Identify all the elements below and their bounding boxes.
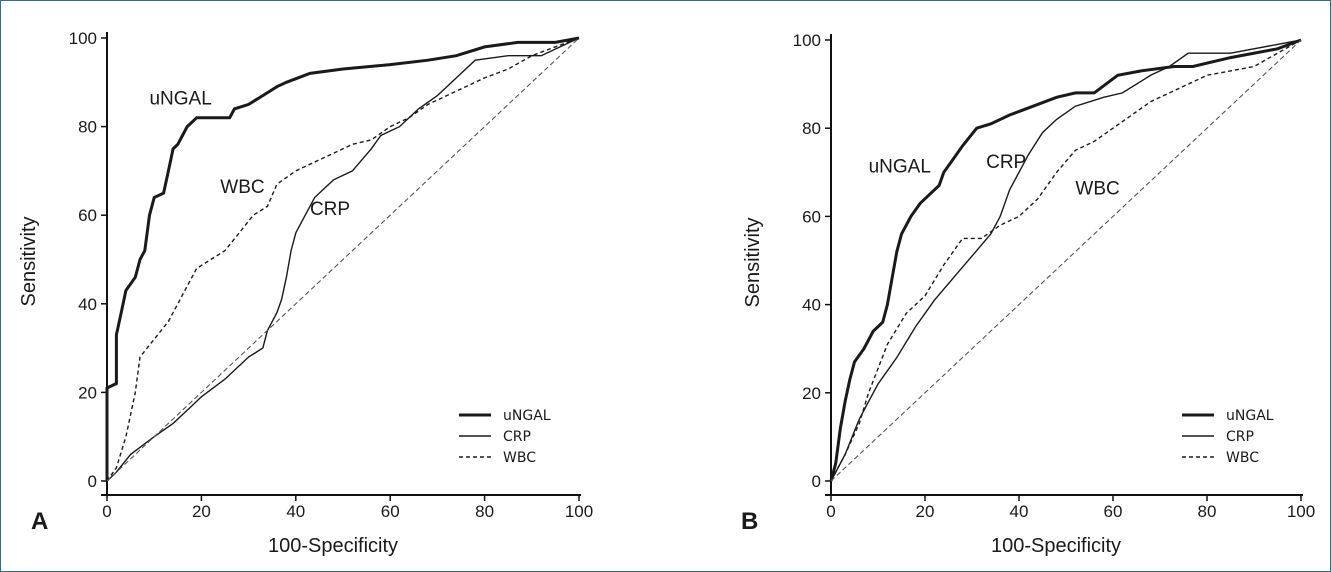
legend-label-crp: CRP [503,429,531,445]
series-line-ungal [829,38,1302,482]
y-tick-label: 20 [802,384,821,403]
y-axis-label: Sensitivity [742,217,764,307]
x-tick-label: 100 [1287,502,1315,521]
x-tick-label: 40 [286,502,305,521]
panel-letter: A [31,508,48,535]
legend-label-ungal: uNGAL [1226,408,1274,424]
series-line-ungal [105,36,580,481]
chart-panel-b: 0 20 40 60 80 100 0 20 40 60 80 100 100-Specificity S… [741,31,1315,557]
legend: uNGAL CRP WBC [459,408,551,466]
x-tick-label: 60 [381,502,400,521]
series-line-wbc [830,39,1302,482]
legend: uNGAL CRP WBC [1182,408,1274,466]
x-tick-label: 20 [916,502,935,521]
y-tick-label: 100 [793,31,821,50]
x-axis-label: 100-Specificity [268,535,398,557]
chart-panel-a: 0 20 40 60 80 100 0 20 40 60 80 100 100-Specificity S… [18,29,593,557]
y-tick-label: 60 [802,207,821,226]
y-tick-label: 100 [69,29,97,48]
series-line-reference [830,39,1302,482]
y-axis-label: Sensitivity [18,216,40,306]
series-line-reference [106,37,580,482]
x-tick-label: 80 [1198,502,1217,521]
legend-label-wbc: WBC [1226,450,1259,466]
legend-label-wbc: WBC [503,450,536,466]
y-tick-label: 20 [78,383,97,402]
legend-label-ungal: uNGAL [503,408,551,424]
x-tick-label: 40 [1010,502,1029,521]
x-axis-label: 100-Specificity [991,535,1121,557]
y-tick-label: 40 [78,295,97,314]
y-tick-label: 0 [812,472,821,491]
y-tick-label: 80 [78,118,97,137]
y-tick-label: 0 [88,472,97,491]
curve-label-crp: CRP [986,152,1026,173]
x-tick-label: 0 [102,502,111,521]
y-tick-label: 40 [802,296,821,315]
x-tick-label: 60 [1104,502,1123,521]
x-tick-label: 100 [565,502,593,521]
curve-label-crp: CRP [310,199,350,220]
y-tick-label: 80 [802,119,821,138]
x-tick-label: 0 [826,502,835,521]
series-line-crp [106,37,580,482]
x-tick-label: 80 [475,502,494,521]
series-line-wbc [106,37,580,482]
curve-label-wbc: WBC [220,177,264,198]
legend-label-crp: CRP [1226,429,1254,445]
curve-label-ungal: uNGAL [869,156,931,177]
panel-letter: B [741,508,758,535]
series-line-crp [830,39,1302,482]
x-tick-label: 20 [192,502,211,521]
y-tick-label: 60 [78,206,97,225]
curve-label-ungal: uNGAL [149,88,211,109]
curve-label-wbc: WBC [1075,178,1119,199]
